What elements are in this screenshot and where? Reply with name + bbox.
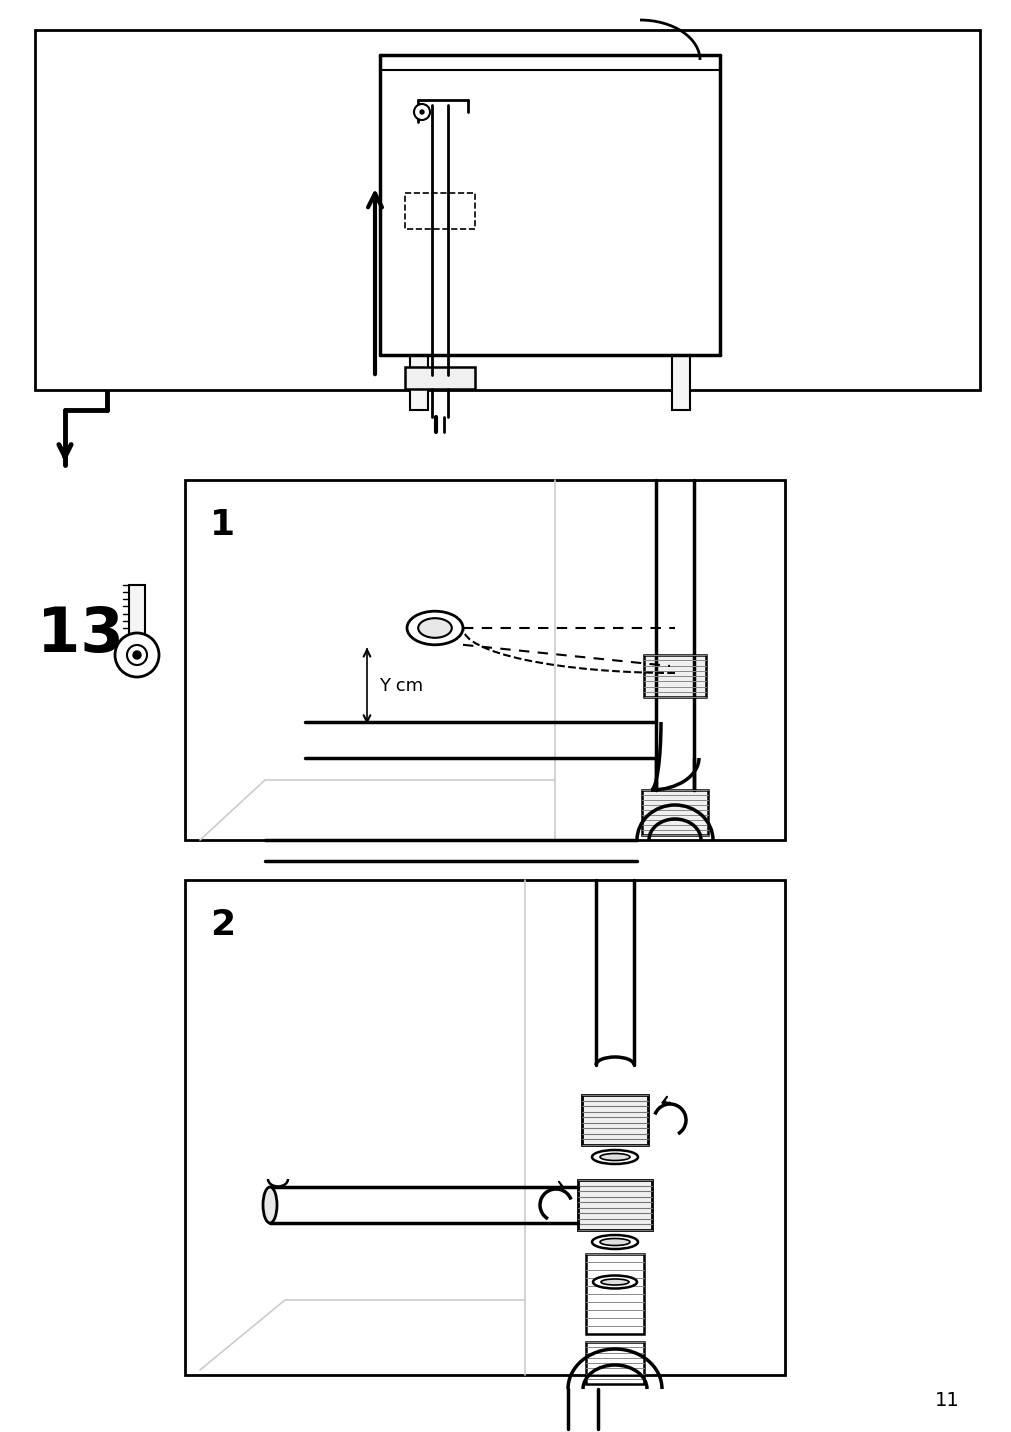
Bar — [35, 30, 979, 390]
Text: Y cm: Y cm — [379, 677, 423, 695]
Text: 11: 11 — [934, 1390, 959, 1411]
Bar — [585, 1254, 643, 1335]
Ellipse shape — [418, 619, 451, 637]
Bar — [185, 881, 785, 1375]
Bar — [585, 1342, 643, 1383]
Text: 1: 1 — [210, 508, 235, 541]
Ellipse shape — [592, 1276, 636, 1289]
Bar — [404, 367, 474, 390]
Circle shape — [126, 644, 147, 664]
Ellipse shape — [600, 1154, 630, 1160]
Ellipse shape — [263, 1187, 277, 1223]
Circle shape — [420, 110, 424, 115]
Bar — [128, 586, 145, 634]
Bar — [577, 1180, 651, 1230]
Circle shape — [115, 633, 159, 677]
Circle shape — [132, 652, 141, 659]
Bar — [641, 790, 708, 835]
Bar — [671, 355, 690, 410]
Ellipse shape — [406, 611, 463, 644]
Bar — [409, 355, 428, 410]
Bar — [185, 480, 785, 841]
Bar — [643, 654, 706, 697]
Bar — [404, 193, 474, 229]
Ellipse shape — [600, 1239, 630, 1246]
Ellipse shape — [591, 1150, 637, 1164]
Ellipse shape — [591, 1234, 637, 1249]
Bar — [581, 1095, 647, 1146]
Circle shape — [413, 105, 430, 120]
Ellipse shape — [601, 1279, 629, 1285]
Text: 13: 13 — [36, 604, 123, 664]
Text: 2: 2 — [210, 908, 235, 942]
